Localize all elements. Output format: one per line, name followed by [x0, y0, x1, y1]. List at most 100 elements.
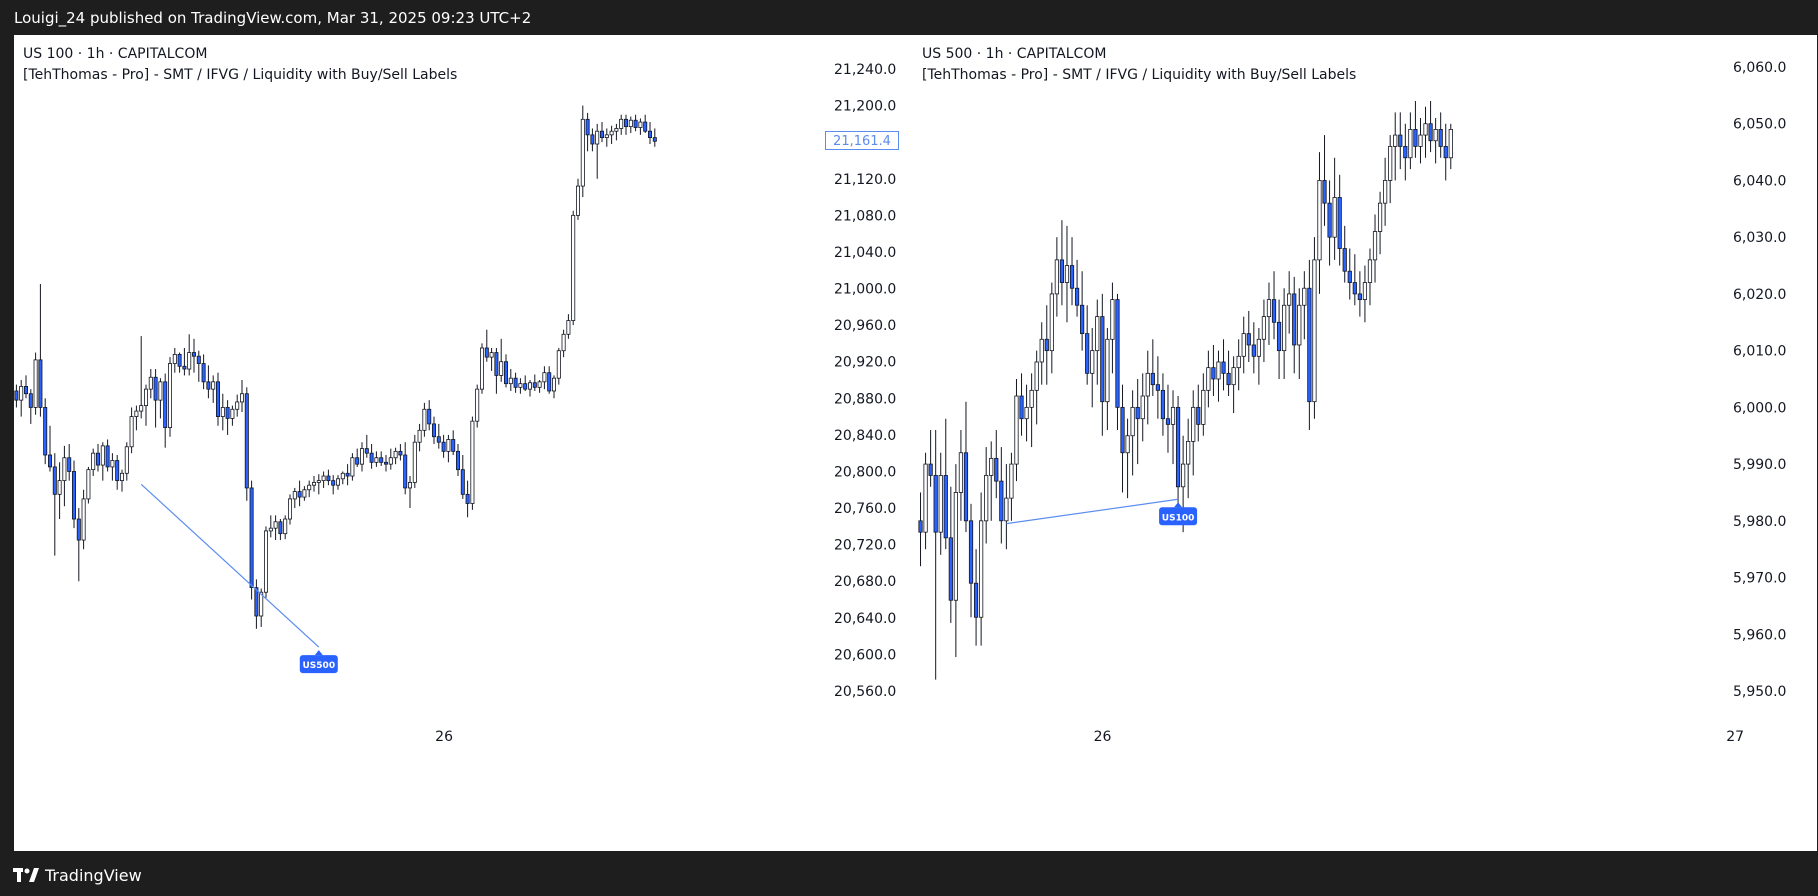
candle-down	[451, 430, 456, 456]
candle-up	[1034, 350, 1039, 425]
candle-down	[225, 400, 230, 435]
candle-body	[1211, 367, 1216, 380]
candle-body	[311, 482, 316, 486]
candle-up	[518, 378, 523, 394]
candle-body	[614, 128, 619, 132]
smt-label-text: US100	[1162, 513, 1195, 523]
tradingview-brand[interactable]: TradingView	[13, 865, 142, 885]
chart-panel-us500[interactable]: 6,060.0 6,050.0 6,040.0 6,030.0 6,020.0 6,010…	[913, 35, 1817, 851]
candle-body	[494, 352, 499, 376]
candle-body	[580, 118, 585, 187]
candle-body	[1388, 146, 1393, 181]
candle-body	[1196, 406, 1201, 425]
candle-down	[1196, 384, 1201, 442]
candle-up	[91, 448, 96, 477]
candle-body	[422, 408, 427, 431]
candle-up	[1297, 288, 1302, 379]
candle-body	[1271, 299, 1277, 323]
candle-up	[359, 442, 364, 472]
candle-down	[918, 492, 923, 567]
candle-up	[475, 384, 480, 428]
candle-body	[499, 361, 504, 376]
smt-divergence-line[interactable]	[1006, 498, 1179, 525]
candle-down	[355, 448, 360, 467]
candle-up	[1049, 282, 1054, 374]
candle-up	[1317, 152, 1322, 294]
candle-body	[259, 591, 264, 617]
x-axis-us100[interactable]: 26272829Dec3	[435, 729, 918, 745]
candle-down	[1150, 339, 1155, 397]
candle-body	[994, 458, 999, 482]
candle-down	[52, 453, 57, 556]
candle-body	[19, 386, 24, 401]
candle-body	[576, 185, 581, 216]
candle-down	[163, 373, 168, 448]
candle-body	[441, 441, 446, 452]
y-tick-label: 20,600.0	[834, 647, 896, 663]
candle-body	[1044, 338, 1049, 352]
candle-down	[1069, 237, 1075, 306]
candle-up	[235, 394, 240, 417]
chart-legend-us100: US 100 · 1h · CAPITALCOM [TehThomas - Pr…	[23, 44, 457, 86]
candle-body	[335, 478, 340, 486]
y-tick-label: 20,920.0	[834, 355, 896, 371]
smt-label[interactable]: US100	[1159, 502, 1198, 526]
candle-body	[963, 452, 969, 522]
candle-body	[72, 471, 77, 520]
candle-up	[134, 405, 139, 431]
chart-us500[interactable]: 6,060.0 6,050.0 6,040.0 6,030.0 6,020.0 6,010…	[913, 35, 1817, 851]
indicator-line-us500: [TehThomas - Pro] - SMT / IFVG / Liquidi…	[922, 67, 1357, 83]
candle-down	[1160, 373, 1166, 436]
candle-down	[1211, 344, 1216, 397]
candle-down	[1398, 112, 1403, 170]
chart-panel-us100[interactable]: 21,240.0 21,200.0 21,120.0 21,080.0 21,040.0…	[14, 35, 918, 851]
candle-body	[81, 498, 86, 541]
candle-down	[76, 508, 81, 582]
candle-up	[958, 430, 964, 521]
candle-body	[1342, 248, 1347, 272]
candle-up	[1206, 350, 1211, 408]
candle-down	[643, 114, 648, 134]
candle-body	[1221, 361, 1226, 374]
y-axis-us100[interactable]: 21,240.0 21,200.0 21,120.0 21,080.0 21,040.0…	[834, 62, 896, 700]
candle-body	[508, 377, 513, 385]
candle-down	[494, 347, 499, 394]
candle-up	[158, 378, 163, 419]
candle-down	[1221, 339, 1226, 391]
smt-label-box	[299, 655, 338, 674]
candle-body	[1362, 282, 1368, 300]
candle-body	[100, 445, 105, 466]
candle-body	[465, 493, 470, 504]
y-tick-label: 21,200.0	[834, 99, 896, 115]
candle-up	[446, 434, 451, 463]
candle-body	[230, 408, 235, 419]
candle-body	[1428, 123, 1433, 142]
candle-body	[350, 457, 355, 477]
candle-body	[1332, 197, 1337, 238]
candle-body	[999, 480, 1004, 522]
candle-up	[479, 343, 484, 394]
candle-up	[953, 464, 958, 657]
candle-up	[1216, 350, 1221, 402]
candle-down	[23, 375, 28, 399]
candle-up	[1024, 384, 1029, 442]
candle-body	[1413, 129, 1418, 147]
candle-up	[1064, 225, 1070, 323]
tradingview-brand-text: TradingView	[45, 865, 142, 885]
candle-up	[1201, 373, 1206, 436]
candle-body	[278, 521, 283, 535]
smt-label-pointer	[1174, 502, 1183, 508]
x-axis-us500[interactable]: 26272829Dec3	[1094, 729, 1817, 745]
candle-body	[388, 457, 393, 465]
chart-us100[interactable]: 21,240.0 21,200.0 21,120.0 21,080.0 21,040.0…	[14, 35, 918, 851]
candle-body	[206, 381, 211, 390]
candle-down	[398, 444, 403, 461]
smt-label[interactable]: US500	[299, 650, 338, 674]
footer-bar: TradingView	[0, 852, 1818, 896]
candle-body	[1085, 333, 1090, 374]
candle-up	[239, 380, 244, 413]
y-axis-us500[interactable]: 6,060.0 6,050.0 6,040.0 6,030.0 6,020.0 6,010…	[1733, 60, 1786, 700]
candle-body	[182, 365, 187, 370]
smt-divergence-line[interactable]	[140, 483, 320, 648]
candle-body	[345, 472, 350, 477]
